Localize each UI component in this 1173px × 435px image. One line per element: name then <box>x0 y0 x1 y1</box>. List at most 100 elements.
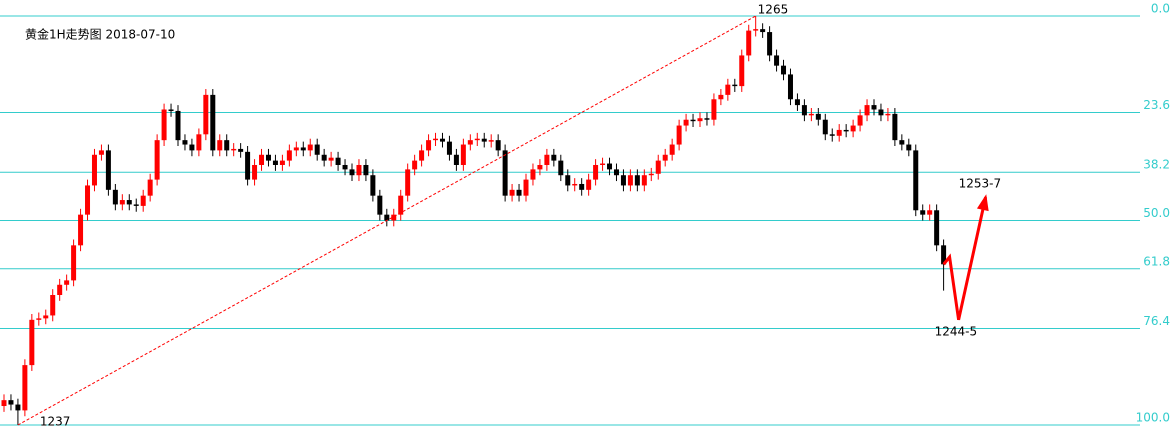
candle-body <box>502 150 508 196</box>
candle-body <box>36 318 42 320</box>
candle-body <box>231 148 237 151</box>
candle-body <box>627 175 633 186</box>
candle-body <box>252 164 258 180</box>
y-tick-label: 38.2 <box>1143 158 1170 172</box>
candle-body <box>725 84 731 95</box>
candle-body <box>760 29 766 33</box>
candle-body <box>586 179 592 190</box>
candle-body <box>453 154 459 165</box>
candle-body <box>850 125 856 132</box>
candle-body <box>419 150 425 161</box>
candle-body <box>15 404 21 411</box>
candle-body <box>412 160 418 170</box>
candle-body <box>732 84 738 87</box>
candle-body <box>57 284 63 295</box>
forecast-arrowhead <box>976 194 989 212</box>
candle-body <box>523 179 529 196</box>
y-tick-label: 76.4 <box>1143 314 1170 328</box>
candle-body <box>154 140 160 180</box>
candle-body <box>474 138 480 141</box>
candle-body <box>377 195 383 215</box>
candle-body <box>293 147 299 151</box>
candle-body <box>300 147 306 151</box>
candle-body <box>579 183 585 190</box>
candle-body <box>279 160 285 165</box>
candle-body <box>697 118 703 122</box>
candle-body <box>600 163 606 165</box>
candle-body <box>398 195 404 215</box>
candle-body <box>391 214 397 221</box>
candle-body <box>140 195 146 206</box>
candle-body <box>98 150 104 155</box>
candle-body <box>593 164 599 180</box>
candle-body <box>864 105 870 116</box>
candle-body <box>739 55 745 87</box>
candle-body <box>210 94 216 151</box>
candle-body <box>941 245 947 265</box>
candle-body <box>607 163 613 170</box>
candle-body <box>22 365 28 411</box>
candle-body <box>544 154 550 165</box>
candle-body <box>168 109 174 111</box>
candle-body <box>711 99 717 120</box>
candle-body <box>509 189 515 196</box>
candle-body <box>321 154 327 161</box>
candle-body <box>265 154 271 161</box>
candle-body <box>356 164 362 176</box>
candle-body <box>781 65 787 75</box>
candle-body <box>676 125 682 145</box>
candle-body <box>934 210 940 246</box>
candle-body <box>259 154 265 165</box>
candle-body <box>794 99 800 106</box>
candle-body <box>349 169 355 176</box>
candle-body <box>481 138 487 142</box>
candle-body <box>405 169 411 196</box>
candle-body <box>836 129 842 136</box>
forecast-high-label: 1253-7 <box>959 177 1002 191</box>
candle-body <box>224 140 230 151</box>
trend-line <box>17 15 756 426</box>
candle-body <box>613 169 619 176</box>
candle-body <box>892 113 898 141</box>
candle-body <box>641 175 647 186</box>
candle-body <box>78 214 84 246</box>
candle-body <box>196 134 202 151</box>
forecast-low-label: 1244-5 <box>935 324 978 338</box>
candle-body <box>899 140 905 145</box>
candle-body <box>857 115 863 126</box>
candle-body <box>328 157 334 161</box>
candle-body <box>801 105 807 116</box>
candle-body <box>920 210 926 215</box>
candle-body <box>217 140 223 151</box>
candle-body <box>460 144 466 165</box>
candle-body <box>85 185 91 215</box>
low-label: 1237 <box>40 415 71 429</box>
candle-body <box>467 140 473 145</box>
y-tick-label: 61.8 <box>1143 254 1170 268</box>
candle-body <box>426 140 432 151</box>
candle-body <box>774 55 780 66</box>
candle-body <box>530 169 536 180</box>
candle-body <box>767 32 773 56</box>
candle-body <box>871 105 877 110</box>
candle-body <box>8 400 14 405</box>
candle-body <box>787 74 793 100</box>
candle-body <box>822 119 828 135</box>
candle-body <box>495 140 501 151</box>
candle-body <box>175 110 181 141</box>
candle-body <box>71 245 77 281</box>
candle-body <box>516 189 522 196</box>
candle-body <box>683 119 689 126</box>
candle-body <box>439 138 445 142</box>
candle-body <box>565 175 571 186</box>
candle-body <box>662 154 668 161</box>
y-tick-label: 23.6 <box>1143 98 1170 112</box>
candle-body <box>105 150 111 190</box>
candle-body <box>690 119 696 122</box>
y-tick-label: 50.0 <box>1143 206 1170 220</box>
candle-body <box>551 154 557 161</box>
candle-body <box>314 144 320 155</box>
candle-body <box>245 151 251 180</box>
candle-body <box>885 113 891 116</box>
candle-body <box>433 138 439 141</box>
